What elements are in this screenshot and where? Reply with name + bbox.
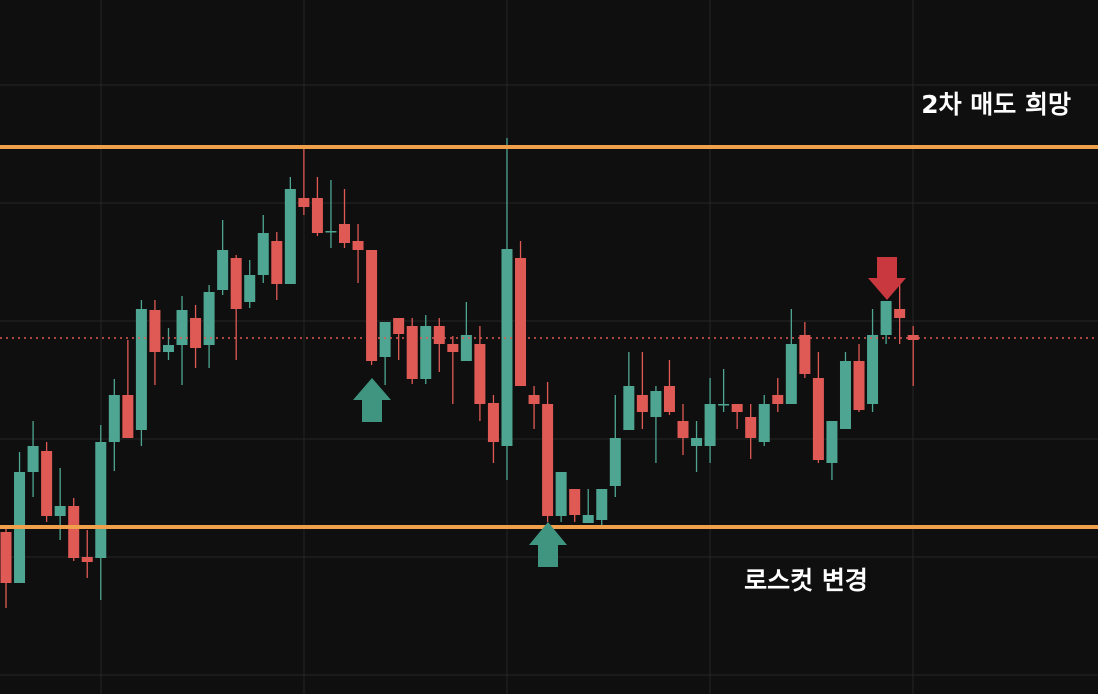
candle-body — [447, 344, 459, 352]
candle-body — [691, 438, 703, 446]
buy-arrow — [353, 378, 391, 422]
candle-body — [122, 395, 134, 438]
candle-body — [718, 404, 730, 406]
candle-body — [217, 250, 229, 290]
candle-body — [203, 292, 215, 345]
candle-body — [853, 361, 865, 410]
candle-body — [176, 310, 188, 345]
candle-body — [135, 309, 147, 430]
candle-body — [677, 421, 689, 438]
candle-body — [474, 344, 486, 404]
candle-body — [663, 386, 675, 412]
candle-body — [393, 318, 405, 334]
candle-body — [731, 404, 743, 412]
candle-body — [325, 231, 337, 233]
candle-body — [487, 403, 499, 442]
candle-body — [596, 489, 608, 520]
arrows — [353, 257, 906, 567]
candle-body — [149, 310, 161, 352]
candle-body — [650, 391, 662, 417]
candle-body — [190, 318, 202, 348]
candle-body — [284, 189, 296, 284]
candle-body — [54, 506, 66, 516]
candle-body — [352, 241, 364, 250]
candle-body — [68, 506, 80, 558]
candle-body — [257, 233, 269, 275]
candle-body — [772, 395, 784, 404]
candle-body — [894, 309, 906, 318]
candle-body — [460, 335, 472, 361]
candle-body — [839, 361, 851, 429]
annotation: 로스컷 변경 — [744, 566, 868, 595]
candle-body — [515, 258, 527, 386]
candle-body — [298, 198, 310, 207]
candle-body — [41, 451, 53, 516]
candle-body — [420, 326, 432, 379]
candle-body — [271, 241, 283, 284]
candle-body — [81, 557, 93, 562]
candle-body — [867, 335, 879, 404]
candle-body — [812, 378, 824, 460]
buy-arrow — [529, 522, 567, 567]
candle-body — [311, 198, 323, 233]
candle-body — [542, 404, 554, 516]
sell-arrow — [868, 257, 906, 300]
candle-body — [108, 395, 120, 442]
candle-body — [366, 250, 378, 361]
candle-body — [339, 224, 350, 243]
candle-body — [826, 421, 838, 463]
candle-body — [785, 344, 797, 404]
candle-body — [528, 395, 540, 404]
candle-body — [379, 322, 391, 357]
candle-body — [623, 386, 635, 430]
candle-body — [162, 345, 174, 352]
candle-body — [569, 489, 581, 515]
candle-body — [27, 446, 39, 472]
candle-body — [758, 404, 770, 442]
candle-body — [244, 275, 256, 302]
candle-body — [745, 417, 757, 438]
candle-body — [582, 515, 594, 523]
candle-body — [0, 532, 12, 583]
candle-body — [95, 442, 107, 558]
candle-body — [406, 326, 418, 379]
candle-body — [704, 404, 716, 446]
candle-body — [799, 335, 811, 374]
candle-body — [555, 472, 567, 516]
annotation: 2차 매도 희망 — [921, 90, 1071, 119]
candle-body — [609, 438, 621, 486]
candle-body — [230, 258, 242, 309]
candle-body — [636, 395, 648, 412]
candle-body — [433, 326, 445, 344]
candle-body — [501, 249, 513, 446]
candle-body — [880, 301, 892, 335]
